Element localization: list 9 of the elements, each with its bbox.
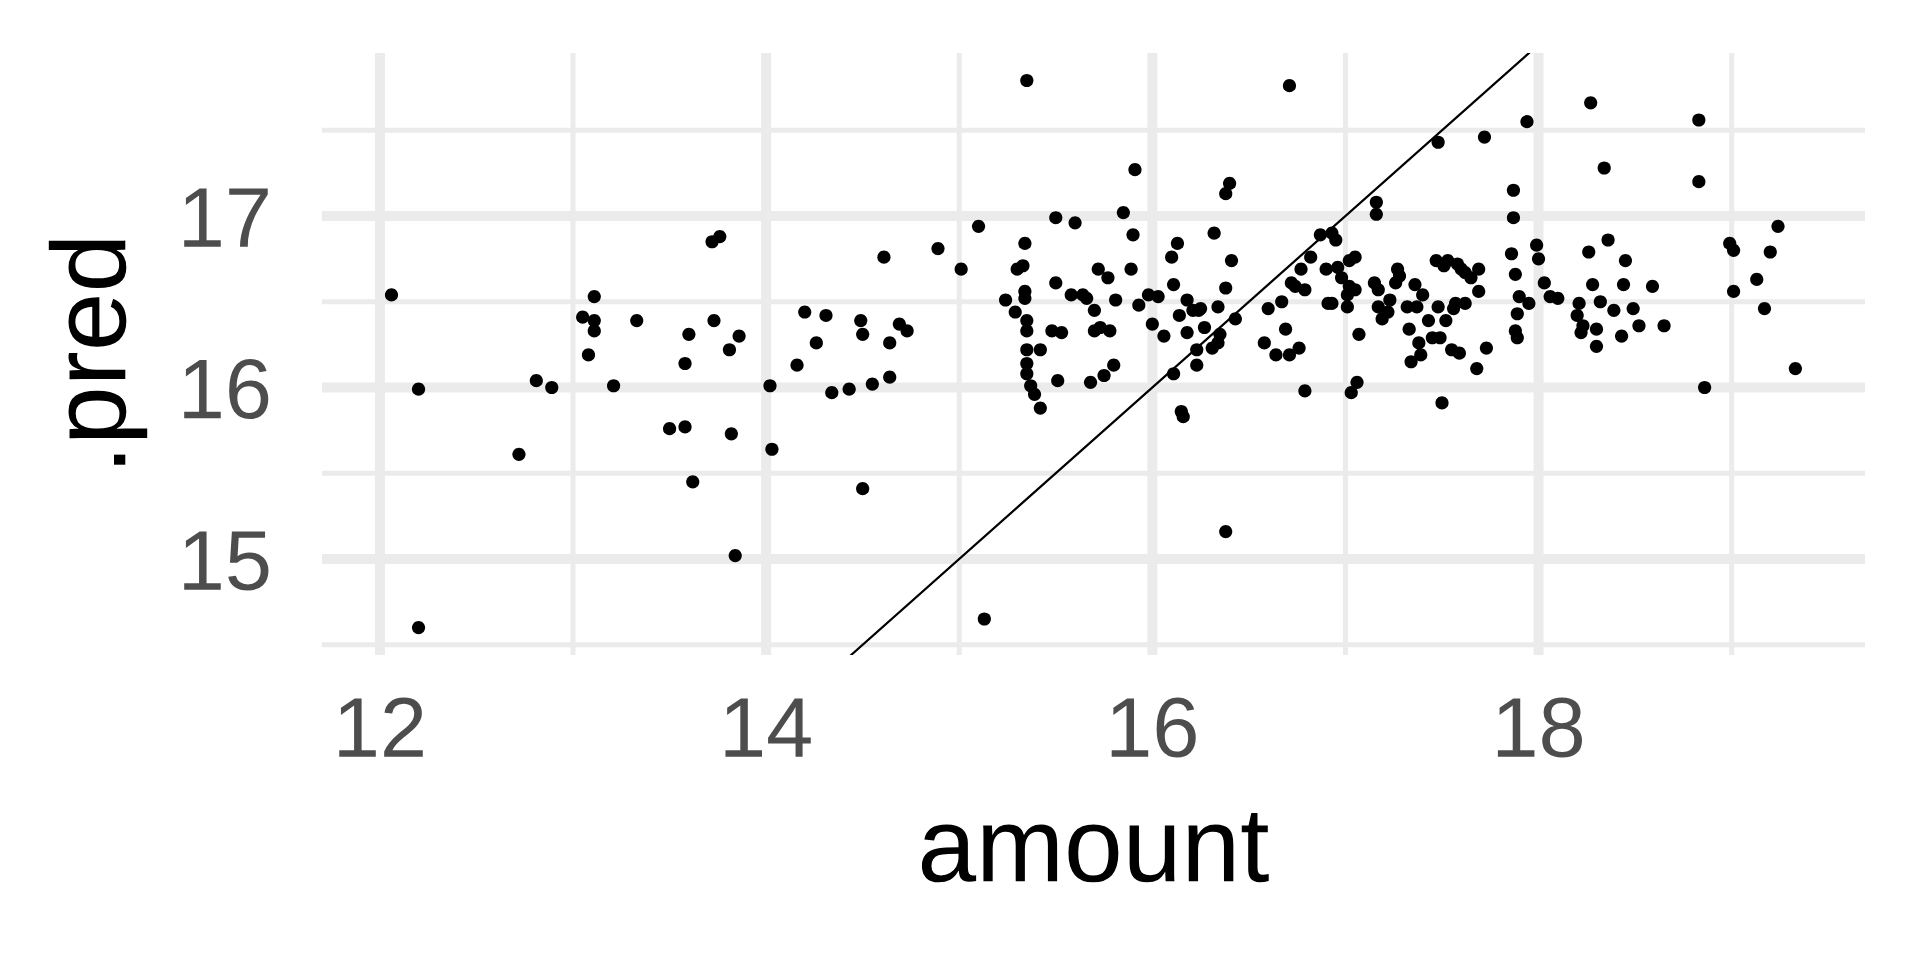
x-tick-label: 16 — [1111, 697, 1196, 758]
y-tick-label: 16 — [184, 359, 269, 420]
y-tick-label: 17 — [184, 188, 268, 247]
x-tick-label: 18 — [1497, 697, 1582, 758]
y-tick-label: 15 — [184, 531, 269, 591]
x-tick-label: 12 — [339, 697, 423, 757]
x-axis-title: amount — [921, 813, 1269, 883]
x-tick-label: 14 — [725, 698, 811, 757]
y-axis-title: .pred — [48, 240, 148, 465]
